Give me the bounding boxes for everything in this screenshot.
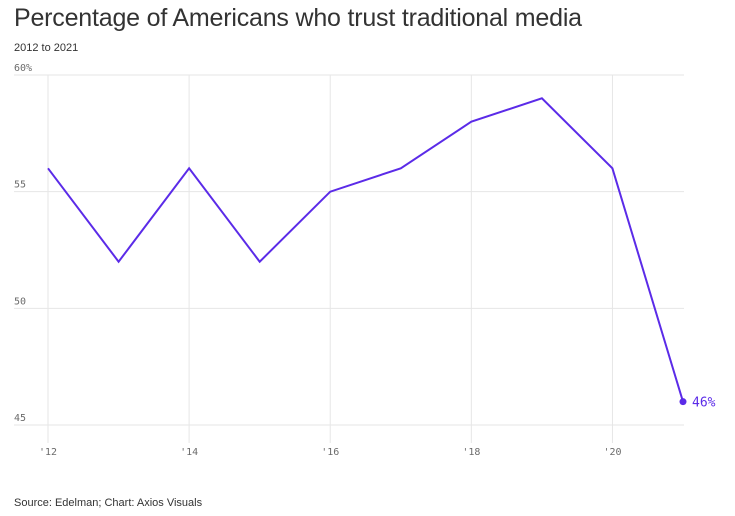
y-tick-label: 60% bbox=[14, 63, 32, 74]
grid-layer bbox=[14, 74, 684, 443]
y-tick-label: 45 bbox=[14, 413, 26, 424]
y-axis: 45 50 55 60% bbox=[14, 63, 32, 424]
x-axis: '12 '14 '16 '18 '20 bbox=[39, 447, 622, 458]
x-tick-label: '20 bbox=[603, 447, 621, 458]
series-layer bbox=[47, 97, 687, 406]
x-tick-label: '12 bbox=[39, 447, 57, 458]
end-point-marker bbox=[679, 398, 687, 406]
x-tick-label: '18 bbox=[462, 447, 480, 458]
chart-title: Percentage of Americans who trust tradit… bbox=[14, 4, 582, 32]
x-tick-label: '16 bbox=[321, 447, 339, 458]
y-tick-label: 50 bbox=[14, 296, 26, 307]
source-note: Source: Edelman; Chart: Axios Visuals bbox=[14, 497, 203, 509]
end-value-label: 46% bbox=[692, 396, 716, 411]
y-tick-label: 55 bbox=[14, 180, 26, 191]
chart-subtitle: 2012 to 2021 bbox=[14, 42, 79, 54]
annotation-layer: 46% bbox=[692, 396, 716, 411]
x-tick-label: '14 bbox=[180, 447, 198, 458]
series-line bbox=[47, 97, 684, 402]
